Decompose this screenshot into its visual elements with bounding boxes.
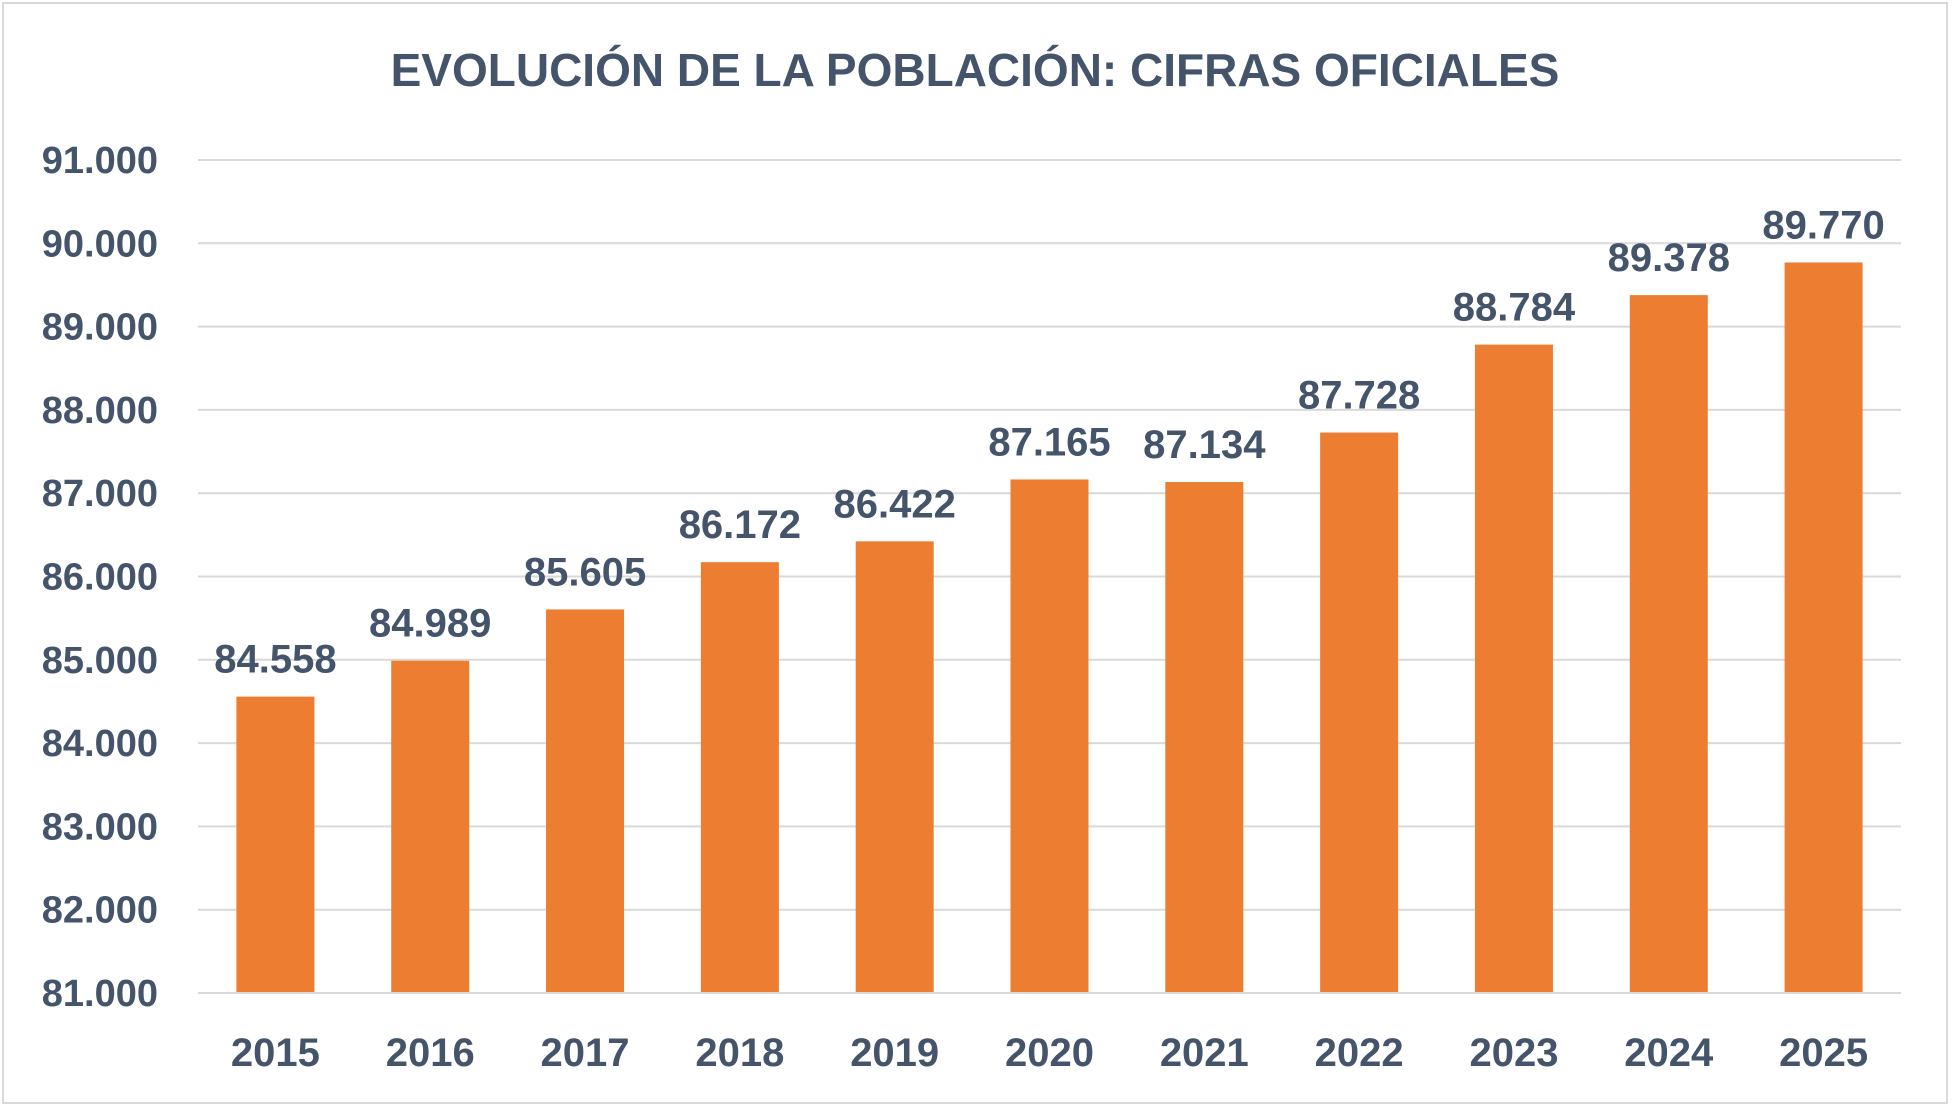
data-labels: 84.558 84.989 85.605 86.172 86.422 87.165 87.1…: [214, 203, 1885, 681]
x-tick-label: 2022: [1315, 1031, 1404, 1075]
data-label-2015: 84.558: [214, 638, 336, 682]
x-tick-label: 2023: [1469, 1031, 1558, 1075]
data-label-2016: 84.989: [369, 602, 491, 646]
bar-2023: [1474, 344, 1553, 994]
bar-2025: [1784, 262, 1863, 994]
data-label-2024: 89.378: [1608, 236, 1730, 280]
bar-2022: [1320, 432, 1399, 993]
bar-2018: [700, 562, 779, 993]
y-tick-label: 90.000: [42, 223, 158, 265]
x-axis-ticks: 2015 2016 2017 2018 2019 2020 2021 2022 2023 2024…: [231, 1031, 1868, 1075]
y-tick-label: 84.000: [42, 723, 158, 765]
data-label-2018: 86.172: [679, 503, 801, 547]
bar-2016: [391, 660, 470, 993]
x-tick-label: 2024: [1624, 1031, 1714, 1075]
bars: [236, 262, 1863, 994]
bar-2017: [546, 609, 625, 993]
y-tick-label: 89.000: [42, 307, 158, 349]
gridlines: [198, 159, 1901, 911]
x-tick-label: 2015: [231, 1031, 320, 1075]
y-tick-label: 87.000: [42, 473, 158, 515]
y-axis-ticks: 81.000 82.000 83.000 84.000 85.000 86.000 87.0…: [42, 140, 158, 1015]
data-label-2017: 85.605: [524, 550, 646, 594]
y-tick-label: 82.000: [42, 890, 158, 932]
x-tick-label: 2025: [1779, 1031, 1868, 1075]
y-tick-label: 88.000: [42, 390, 158, 432]
x-tick-label: 2018: [695, 1031, 784, 1075]
data-label-2019: 86.422: [834, 482, 956, 526]
x-tick-label: 2016: [386, 1031, 475, 1075]
x-tick-label: 2019: [850, 1031, 939, 1075]
data-label-2023: 88.784: [1453, 286, 1576, 330]
x-tick-label: 2017: [541, 1031, 630, 1075]
bar-2021: [1165, 482, 1244, 993]
bar-2024: [1629, 295, 1708, 993]
x-tick-label: 2021: [1160, 1031, 1249, 1075]
data-label-2025: 89.770: [1762, 203, 1884, 247]
y-tick-label: 81.000: [42, 973, 158, 1015]
bar-2020: [1010, 479, 1089, 993]
data-label-2022: 87.728: [1298, 374, 1420, 418]
bar-2019: [855, 541, 934, 993]
y-tick-label: 85.000: [42, 640, 158, 682]
y-tick-label: 83.000: [42, 806, 158, 848]
y-tick-label: 91.000: [42, 140, 158, 182]
x-tick-label: 2020: [1005, 1031, 1094, 1075]
y-tick-label: 86.000: [42, 557, 158, 599]
data-label-2020: 87.165: [988, 420, 1110, 464]
data-label-2021: 87.134: [1143, 423, 1266, 467]
chart-title: EVOLUCIÓN DE LA POBLACIÓN: CIFRAS OFICIA…: [391, 44, 1560, 96]
bar-2015: [236, 696, 315, 993]
